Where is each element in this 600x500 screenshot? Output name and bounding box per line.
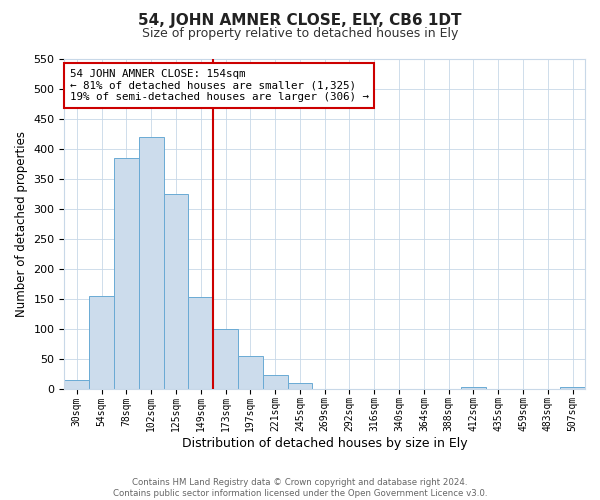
Bar <box>89 296 114 388</box>
Bar <box>263 376 287 388</box>
X-axis label: Distribution of detached houses by size in Ely: Distribution of detached houses by size … <box>182 437 467 450</box>
Bar <box>139 137 164 388</box>
Text: Contains HM Land Registry data © Crown copyright and database right 2024.
Contai: Contains HM Land Registry data © Crown c… <box>113 478 487 498</box>
Text: 54, JOHN AMNER CLOSE, ELY, CB6 1DT: 54, JOHN AMNER CLOSE, ELY, CB6 1DT <box>138 12 462 28</box>
Text: Size of property relative to detached houses in Ely: Size of property relative to detached ho… <box>142 28 458 40</box>
Y-axis label: Number of detached properties: Number of detached properties <box>15 131 28 317</box>
Bar <box>238 356 263 388</box>
Bar <box>213 328 238 388</box>
Text: 54 JOHN AMNER CLOSE: 154sqm
← 81% of detached houses are smaller (1,325)
19% of : 54 JOHN AMNER CLOSE: 154sqm ← 81% of det… <box>70 69 368 102</box>
Bar <box>164 194 188 388</box>
Bar <box>64 380 89 388</box>
Bar <box>188 298 213 388</box>
Bar <box>114 158 139 388</box>
Bar <box>287 382 313 388</box>
